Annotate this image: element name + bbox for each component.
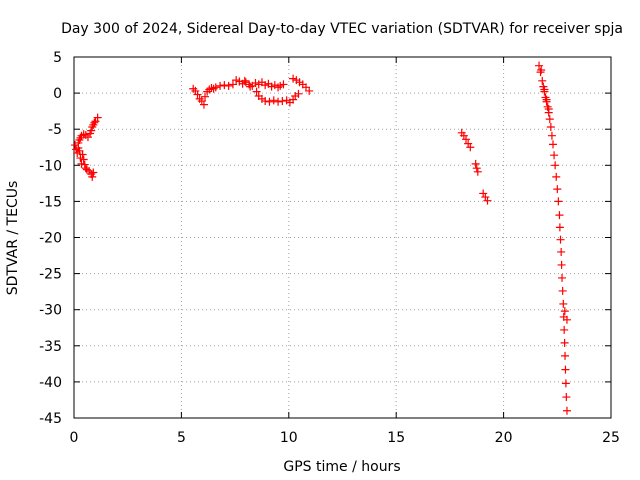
x-tick-label: 10	[280, 430, 298, 446]
data-point	[240, 76, 249, 85]
data-point	[80, 160, 89, 169]
data-point	[561, 365, 570, 374]
data-point	[294, 89, 303, 98]
series-arc-1	[71, 113, 102, 181]
y-tick-label: -30	[39, 303, 62, 319]
x-tick-labels: 0 5 10 15 20 25	[70, 430, 620, 446]
x-tick-label: 25	[602, 430, 620, 446]
y-tick-label: -35	[39, 339, 62, 355]
data-point	[220, 81, 229, 90]
data-point	[557, 260, 566, 269]
data-point	[552, 172, 561, 181]
axis-ticks	[73, 56, 612, 419]
data-point	[562, 393, 571, 402]
y-tick-label: -45	[39, 411, 62, 427]
x-tick-label: 20	[495, 430, 513, 446]
data-point	[246, 82, 255, 91]
data-point	[269, 96, 278, 105]
data-point	[201, 92, 210, 101]
data-point	[278, 97, 287, 106]
data-marks	[71, 61, 571, 415]
y-tick-label: 5	[53, 50, 62, 66]
data-point	[535, 61, 544, 70]
data-point	[79, 155, 88, 164]
data-point	[88, 172, 97, 181]
data-point	[199, 100, 208, 109]
x-tick-label: 5	[177, 430, 186, 446]
data-point	[305, 86, 314, 95]
data-point	[560, 325, 569, 334]
data-point	[559, 299, 568, 308]
y-tick-label: -5	[48, 122, 62, 138]
data-point	[211, 83, 220, 92]
x-tick-label: 15	[387, 430, 405, 446]
data-point	[87, 126, 96, 135]
data-point	[274, 97, 283, 106]
data-point	[551, 161, 560, 170]
data-point	[78, 150, 87, 159]
data-point	[265, 97, 274, 106]
data-point	[538, 76, 547, 85]
data-point	[252, 87, 261, 96]
x-axis-label: GPS time / hours	[283, 459, 400, 475]
series-arc-4	[535, 61, 571, 415]
chart-title: Day 300 of 2024, Sidereal Day-to-day VTE…	[61, 21, 623, 37]
y-tick-label: -15	[39, 194, 62, 210]
y-tick-label: -25	[39, 267, 62, 283]
data-point	[558, 286, 567, 295]
data-point	[556, 235, 565, 244]
data-point	[471, 159, 480, 168]
y-axis-label: SDTVAR / TECUs	[5, 181, 21, 296]
data-point	[560, 338, 569, 347]
data-point	[472, 164, 481, 173]
y-tick-label: -40	[39, 375, 62, 391]
data-point	[75, 136, 84, 145]
data-point	[562, 315, 571, 324]
y-tick-labels: 5 0 -5 -10 -15 -20 -25 -30 -35 -40 -45	[39, 50, 62, 427]
data-point	[549, 140, 558, 149]
data-point	[462, 135, 471, 144]
data-point	[483, 196, 492, 205]
data-point	[542, 95, 551, 104]
data-point	[261, 97, 270, 106]
data-point	[540, 85, 549, 94]
y-tick-label: 0	[53, 86, 62, 102]
data-point	[279, 80, 288, 89]
data-point	[561, 379, 570, 388]
y-tick-label: -20	[39, 231, 62, 247]
data-point	[560, 307, 569, 316]
data-point	[537, 65, 546, 74]
data-point	[557, 247, 566, 256]
data-point	[547, 131, 556, 140]
data-point	[93, 113, 102, 122]
series-arc-3	[457, 128, 492, 205]
data-point	[89, 168, 98, 177]
data-point	[558, 273, 567, 282]
data-point	[228, 80, 237, 89]
data-point	[555, 211, 564, 220]
data-point	[554, 197, 563, 206]
y-tick-label: -10	[39, 158, 62, 174]
data-point	[562, 406, 571, 415]
data-point	[224, 81, 233, 90]
data-point	[555, 223, 564, 232]
data-point	[546, 123, 555, 132]
data-point	[193, 90, 202, 99]
series-arc-2	[189, 74, 314, 109]
x-tick-label: 0	[70, 430, 79, 446]
data-point	[545, 115, 554, 124]
data-point	[90, 118, 99, 127]
grid	[74, 57, 611, 418]
data-point	[553, 185, 562, 194]
data-point	[550, 151, 559, 160]
data-point	[466, 143, 475, 152]
data-point	[561, 351, 570, 360]
data-point	[544, 104, 553, 113]
data-point	[473, 167, 482, 176]
data-point	[216, 81, 225, 90]
